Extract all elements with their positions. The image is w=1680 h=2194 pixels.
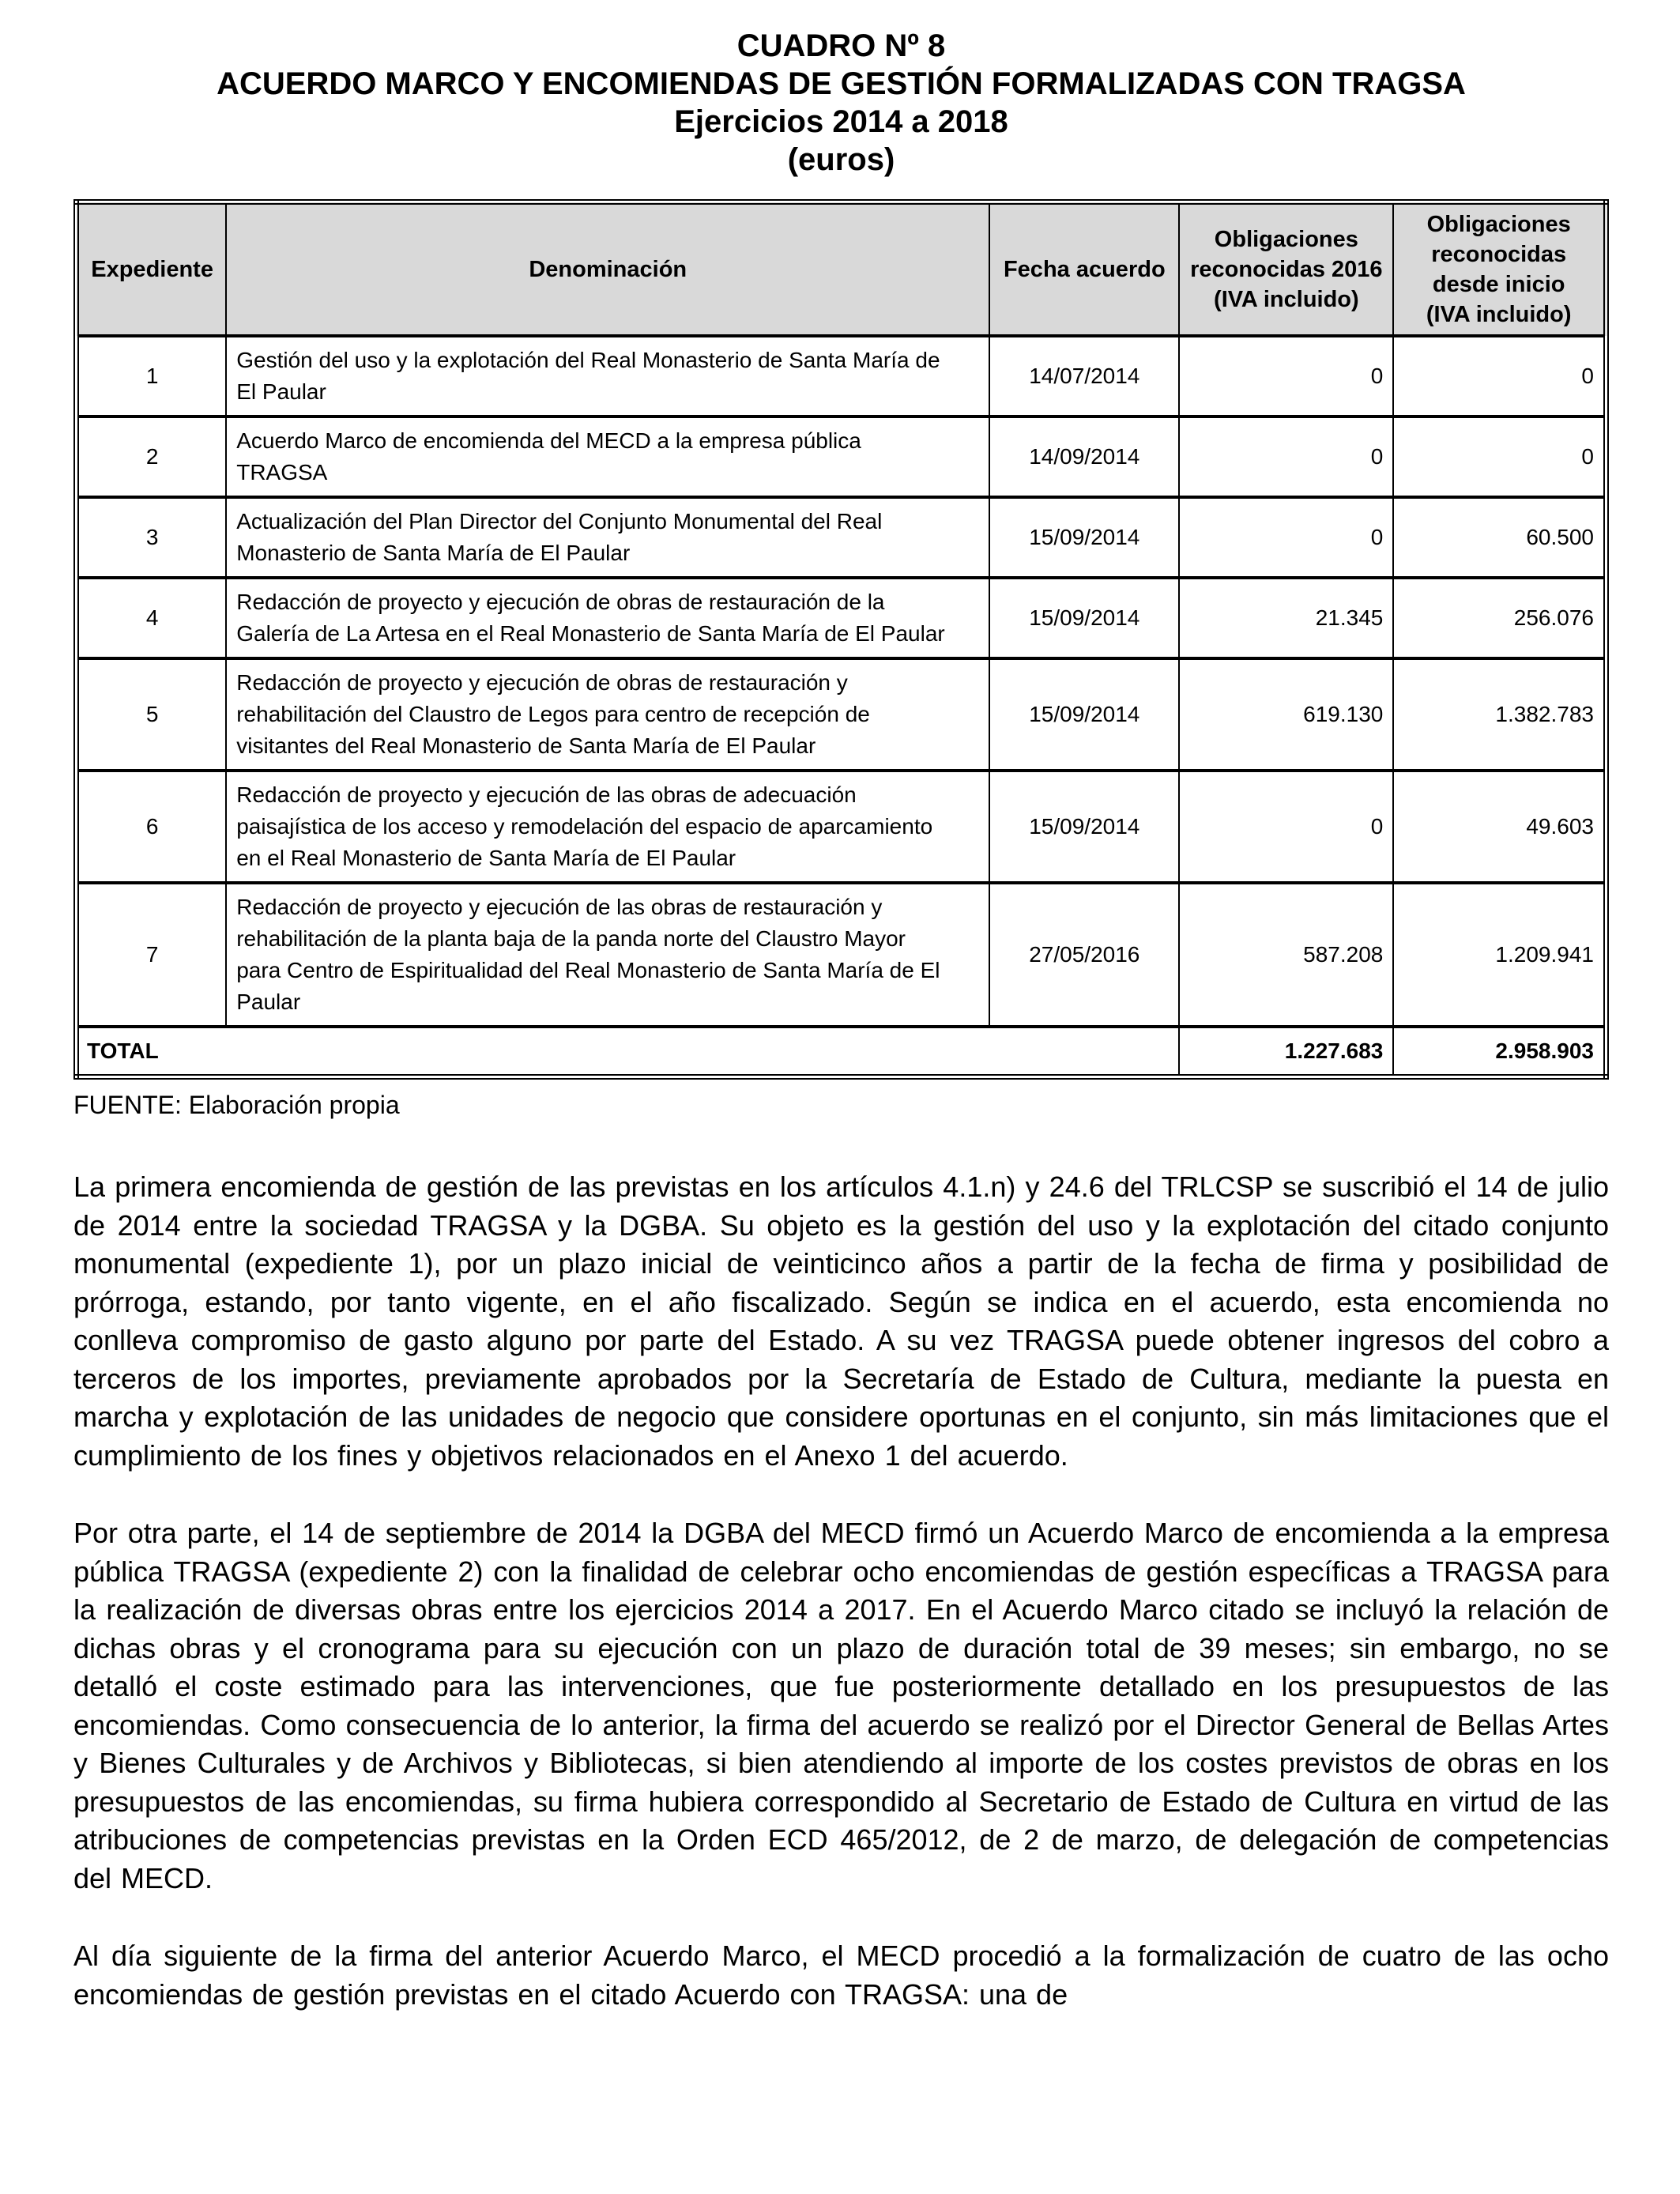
- header-obligaciones-desde-inicio: Obligaciones reconocidas desde inicio (I…: [1392, 201, 1607, 337]
- cell-fecha-acuerdo: 15/09/2014: [989, 657, 1181, 772]
- cell-denominacion: Redacción de proyecto y ejecución de obr…: [225, 657, 991, 772]
- cell-fecha-acuerdo: 27/05/2016: [989, 881, 1181, 1028]
- cell-expediente: 4: [75, 576, 228, 660]
- table-total-row: TOTAL 1.227.683 2.958.903: [75, 1025, 1607, 1079]
- cell-obligaciones-desde-inicio: 0: [1392, 415, 1607, 499]
- table-row: 6 Redacción de proyecto y ejecución de l…: [75, 769, 1607, 884]
- total-obligaciones-desde-inicio: 2.958.903: [1392, 1025, 1607, 1079]
- caption-cuadro-title: ACUERDO MARCO Y ENCOMIENDAS DE GESTIÓN F…: [217, 66, 1466, 101]
- agreements-table: Expediente Denominación Fecha acuerdo Ob…: [73, 199, 1609, 1080]
- cell-obligaciones-2016: 0: [1178, 769, 1395, 884]
- cell-expediente: 3: [75, 496, 228, 579]
- cell-fecha-acuerdo: 15/09/2014: [989, 769, 1181, 884]
- body-text: La primera encomienda de gestión de las …: [73, 1168, 1609, 2014]
- table-body: 1 Gestión del uso y la explotación del R…: [75, 334, 1607, 1079]
- cell-denominacion: Redacción de proyecto y ejecución de las…: [225, 881, 991, 1028]
- cell-fecha-acuerdo: 15/09/2014: [989, 496, 1181, 579]
- header-expediente: Expediente: [75, 201, 228, 337]
- cell-expediente: 2: [75, 415, 228, 499]
- cell-obligaciones-desde-inicio: 49.603: [1392, 769, 1607, 884]
- cell-obligaciones-desde-inicio: 256.076: [1392, 576, 1607, 660]
- cell-obligaciones-2016: 619.130: [1178, 657, 1395, 772]
- total-label: TOTAL: [75, 1025, 1181, 1079]
- paragraph-encomienda-1: La primera encomienda de gestión de las …: [73, 1171, 1609, 1472]
- table-row: 3 Actualización del Plan Director del Co…: [75, 496, 1607, 579]
- source-note: FUENTE: Elaboración propia: [73, 1091, 400, 1119]
- cell-obligaciones-2016: 21.345: [1178, 576, 1395, 660]
- cell-obligaciones-2016: 587.208: [1178, 881, 1395, 1028]
- cell-expediente: 7: [75, 881, 228, 1028]
- cell-denominacion: Redacción de proyecto y ejecución de las…: [225, 769, 991, 884]
- caption-cuadro-number: CUADRO Nº 8: [736, 28, 946, 63]
- header-denominacion: Denominación: [225, 201, 991, 337]
- cell-expediente: 1: [75, 334, 228, 418]
- cell-fecha-acuerdo: 14/09/2014: [989, 415, 1181, 499]
- cell-denominacion: Gestión del uso y la explotación del Rea…: [225, 334, 991, 418]
- caption-cuadro-period: Ejercicios 2014 a 2018: [674, 104, 1008, 139]
- cell-obligaciones-desde-inicio: 0: [1392, 334, 1607, 418]
- table-row: 7 Redacción de proyecto y ejecución de l…: [75, 881, 1607, 1028]
- cell-obligaciones-2016: 0: [1178, 496, 1395, 579]
- header-fecha-acuerdo: Fecha acuerdo: [989, 201, 1181, 337]
- cell-obligaciones-2016: 0: [1178, 415, 1395, 499]
- cell-obligaciones-2016: 0: [1178, 334, 1395, 418]
- table-header-row: Expediente Denominación Fecha acuerdo Ob…: [75, 201, 1607, 337]
- document-title-block: CUADRO Nº 8 ACUERDO MARCO Y ENCOMIENDAS …: [73, 27, 1609, 179]
- header-obligaciones-2016: Obligaciones reconocidas 2016 (IVA inclu…: [1178, 201, 1395, 337]
- cell-fecha-acuerdo: 14/07/2014: [989, 334, 1181, 418]
- table-row: 2 Acuerdo Marco de encomienda del MECD a…: [75, 415, 1607, 499]
- cell-fecha-acuerdo: 15/09/2014: [989, 576, 1181, 660]
- paragraph-acuerdo-marco: Por otra parte, el 14 de septiembre de 2…: [73, 1517, 1609, 1894]
- total-obligaciones-2016: 1.227.683: [1178, 1025, 1395, 1079]
- cell-expediente: 6: [75, 769, 228, 884]
- cell-obligaciones-desde-inicio: 60.500: [1392, 496, 1607, 579]
- table-row: 4 Redacción de proyecto y ejecución de o…: [75, 576, 1607, 660]
- cell-obligaciones-desde-inicio: 1.209.941: [1392, 881, 1607, 1028]
- table-row: 1 Gestión del uso y la explotación del R…: [75, 334, 1607, 418]
- caption-cuadro-unit: (euros): [787, 142, 895, 177]
- cell-denominacion: Redacción de proyecto y ejecución de obr…: [225, 576, 991, 660]
- cell-denominacion: Actualización del Plan Director del Conj…: [225, 496, 991, 579]
- table-header: Expediente Denominación Fecha acuerdo Ob…: [75, 201, 1607, 337]
- cell-expediente: 5: [75, 657, 228, 772]
- paragraph-formalizacion: Al día siguiente de la firma del anterio…: [73, 1940, 1609, 2011]
- cell-denominacion: Acuerdo Marco de encomienda del MECD a l…: [225, 415, 991, 499]
- cell-obligaciones-desde-inicio: 1.382.783: [1392, 657, 1607, 772]
- table-row: 5 Redacción de proyecto y ejecución de o…: [75, 657, 1607, 772]
